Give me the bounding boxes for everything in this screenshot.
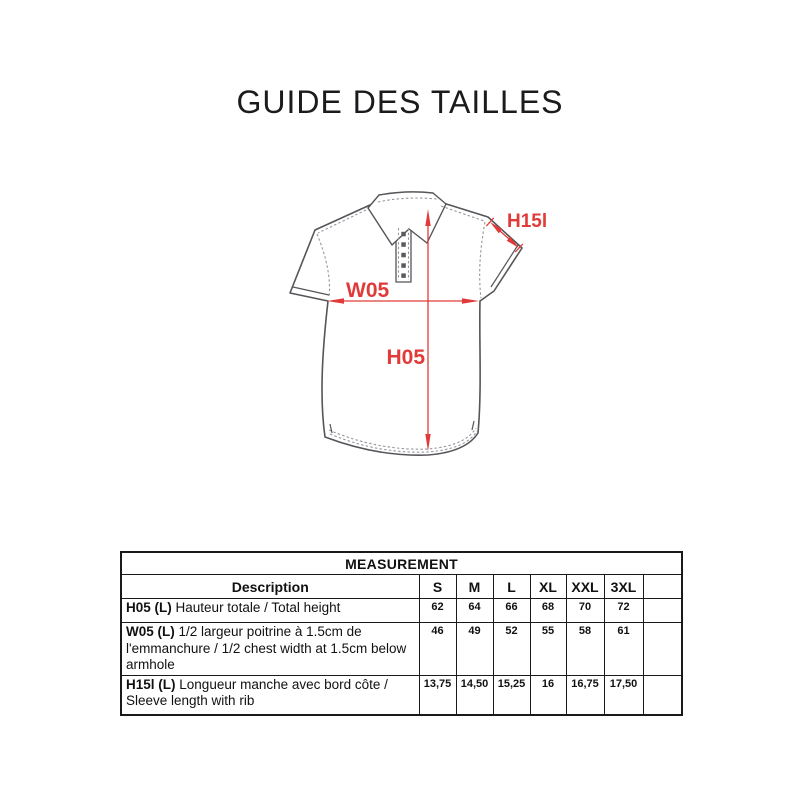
cell-value: 55 [529, 622, 567, 676]
total-height-label: H05 [386, 346, 425, 369]
cell-value: 66 [492, 598, 531, 623]
cell-value: 17,50 [603, 674, 644, 716]
cell-value: 46 [418, 622, 457, 676]
cell-value: 16,75 [565, 674, 605, 716]
cell-value: 58 [565, 622, 605, 676]
row-description: H15l (L) Longueur manche avec bord côte … [120, 674, 420, 716]
page-title: GUIDE DES TAILLES [236, 84, 564, 120]
column-header-empty [642, 574, 683, 599]
column-header-size-xl: XL [529, 574, 567, 599]
polo-shirt-diagram: H05 W05 H15l [289, 191, 547, 456]
cell-value: 52 [492, 622, 531, 676]
table-row: W05 (L) 1/2 largeur poitrine à 1.5cm de … [120, 622, 683, 676]
cell-value: 49 [455, 622, 494, 676]
cell-value: 70 [565, 598, 605, 623]
chest-width-label: W05 [346, 279, 390, 302]
placket-buttons [401, 231, 406, 278]
cell-value: 16 [529, 674, 567, 716]
column-header-size-3xl: 3XL [603, 574, 644, 599]
measurement-table: MEASUREMENT Description S M L XL XXL 3XL… [120, 551, 684, 716]
table-row: H15l (L) Longueur manche avec bord côte … [120, 674, 683, 716]
cell-value: 14,50 [455, 674, 494, 716]
cell-empty [642, 622, 683, 676]
collar [367, 191, 447, 246]
sleeve-length-dimension: H15l [485, 211, 547, 253]
stitching [316, 197, 486, 453]
total-height-dimension: H05 [386, 209, 431, 451]
row-description: H05 (L) Hauteur totale / Total height [120, 598, 420, 623]
cell-value: 13,75 [418, 674, 457, 716]
polo-body-outline [289, 201, 523, 456]
measure-code: H15l (L) [126, 676, 176, 692]
dimension-annotations: H05 W05 H15l [327, 209, 547, 451]
column-header-size-l: L [492, 574, 531, 599]
cell-value: 61 [603, 622, 644, 676]
cell-value: 64 [455, 598, 494, 623]
cell-value: 62 [418, 598, 457, 623]
column-header-size-s: S [418, 574, 457, 599]
cell-value: 15,25 [492, 674, 531, 716]
cell-value: 68 [529, 598, 567, 623]
column-header-description: Description [120, 574, 420, 599]
chest-width-dimension: W05 [327, 279, 479, 304]
column-header-size-xxl: XXL [565, 574, 605, 599]
row-description: W05 (L) 1/2 largeur poitrine à 1.5cm de … [120, 622, 420, 676]
table-row: H05 (L) Hauteur totale / Total height 62… [120, 598, 683, 623]
cell-empty [642, 598, 683, 623]
cuff-lines [292, 244, 519, 434]
column-header-size-m: M [455, 574, 494, 599]
measure-code: H05 (L) [126, 600, 172, 615]
cell-value: 72 [603, 598, 644, 623]
cell-empty [642, 674, 683, 716]
sleeve-length-label: H15l [507, 211, 547, 232]
table-title: MEASUREMENT [120, 551, 683, 575]
measure-code: W05 (L) [126, 624, 175, 639]
